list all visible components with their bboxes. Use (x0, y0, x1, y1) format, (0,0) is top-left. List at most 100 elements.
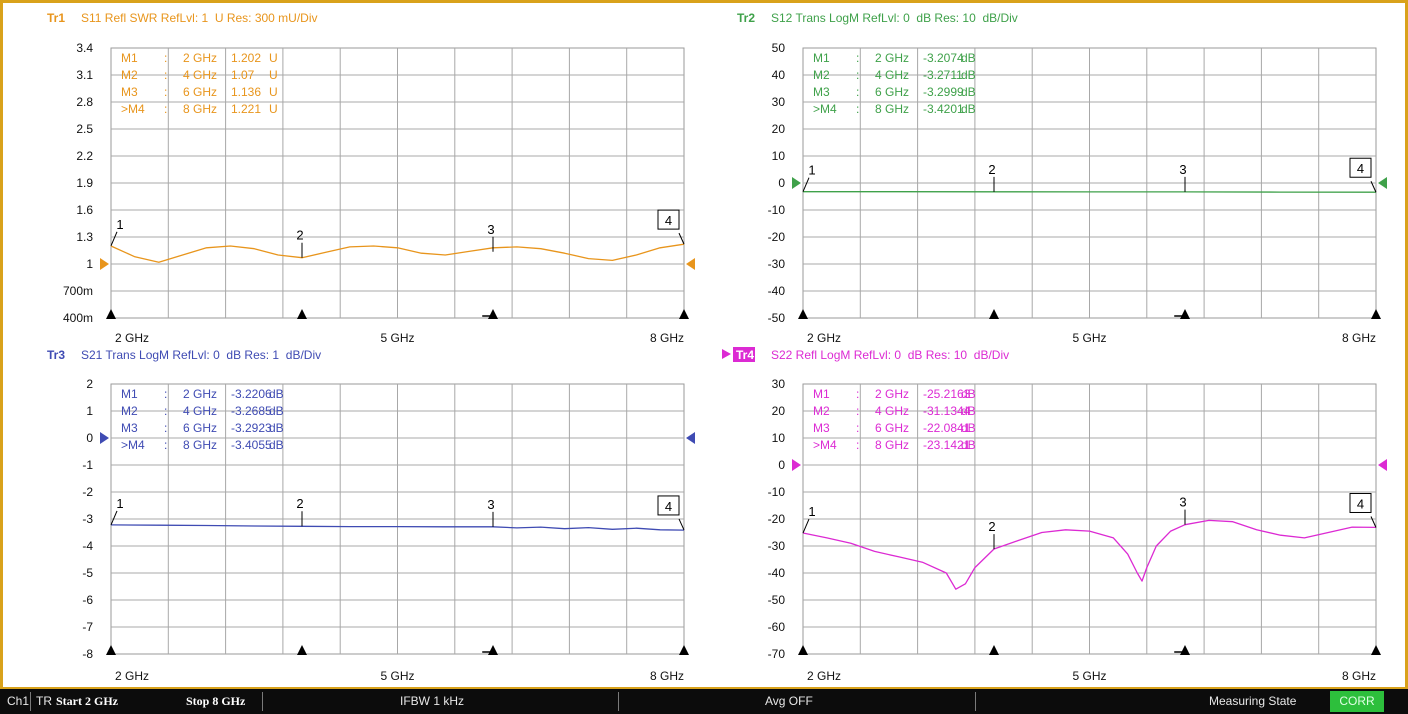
active-trace-badge (733, 347, 755, 362)
mode-label[interactable]: TR (36, 694, 52, 708)
marker-position-icon[interactable] (798, 645, 808, 655)
ref-level-right-icon[interactable] (1378, 177, 1387, 189)
marker-table-cell: : (856, 102, 859, 116)
ref-level-right-icon[interactable] (1378, 459, 1387, 471)
marker-position-icon[interactable] (989, 645, 999, 655)
marker-table-cell: M1 (121, 51, 138, 65)
y-tick-label: 2 (86, 377, 93, 391)
trace-header: S11 Refl SWR RefLvl: 1 U Res: 300 mU/Div (81, 11, 318, 25)
ifbw-label[interactable]: IFBW 1 kHz (400, 694, 465, 708)
marker-table-cell: dB (961, 438, 976, 452)
ref-level-left-icon[interactable] (100, 432, 109, 444)
marker-label: 1 (808, 504, 815, 519)
marker-stem (802, 518, 810, 534)
marker-position-icon[interactable] (679, 645, 689, 655)
marker-table-cell: 2 GHz (875, 387, 909, 401)
x-tick-label: 8 GHz (650, 331, 684, 345)
marker-table-cell: dB (961, 387, 976, 401)
marker-position-icon[interactable] (106, 309, 116, 319)
marker-table-cell: 8 GHz (875, 102, 909, 116)
trace-line-Tr1 (110, 243, 685, 263)
active-trace-arrow-icon (722, 349, 731, 359)
marker-position-icon[interactable] (297, 645, 307, 655)
marker-position-icon[interactable] (1371, 645, 1381, 655)
trace-line-Tr2 (803, 191, 1377, 193)
y-tick-label: -20 (768, 230, 786, 244)
y-tick-label: -40 (768, 284, 786, 298)
x-tick-label: 8 GHz (650, 669, 684, 683)
marker-table-cell: -22.0841 (923, 421, 971, 435)
marker-table-cell: : (164, 387, 167, 401)
channel-label[interactable]: Ch1 (7, 694, 30, 708)
marker-table-cell: -3.2074 (923, 51, 964, 65)
marker-position-icon[interactable] (106, 645, 116, 655)
y-tick-label: 3.1 (76, 68, 93, 82)
marker-table-cell: 4 GHz (183, 404, 217, 418)
trace-line-Tr4 (802, 519, 1377, 590)
active-marker-box[interactable] (1349, 492, 1372, 513)
ref-level-left-icon[interactable] (792, 459, 801, 471)
active-marker-box[interactable] (657, 495, 680, 516)
marker-position-icon[interactable] (679, 309, 689, 319)
y-tick-label: -1 (82, 458, 93, 472)
averaging-label[interactable]: Avg OFF (765, 694, 813, 708)
y-tick-label: -40 (768, 566, 786, 580)
y-tick-label: 2.5 (76, 122, 93, 136)
x-tick-label: 5 GHz (1072, 669, 1106, 683)
marker-table-cell: U (269, 102, 278, 116)
marker-table-cell: U (269, 51, 278, 65)
x-tick-label: 2 GHz (115, 669, 149, 683)
marker-table-cell: 1.07 (231, 68, 255, 82)
marker-position-icon[interactable] (798, 309, 808, 319)
plot-area: Tr1 S11 Refl SWR RefLvl: 1 U Res: 300 mU/… (47, 11, 1387, 683)
correction-badge[interactable]: CORR (1330, 691, 1384, 712)
marker-label: 4 (1357, 161, 1364, 176)
y-tick-label: -8 (82, 647, 93, 661)
y-tick-label: 2.2 (76, 149, 93, 163)
marker-position-icon[interactable] (989, 309, 999, 319)
stop-frequency[interactable]: Stop 8 GHz (186, 694, 246, 708)
trace-header: S22 Refl LogM RefLvl: 0 dB Res: 10 dB/Di… (771, 348, 1009, 362)
active-marker-box[interactable] (657, 209, 680, 230)
marker-table-cell: M2 (121, 404, 138, 418)
ref-level-right-icon[interactable] (686, 432, 695, 444)
marker-table-cell: 1.136 (231, 85, 261, 99)
marker-table-cell: dB (961, 51, 976, 65)
marker-table-cell: -3.4201 (923, 102, 964, 116)
x-tick-label: 8 GHz (1342, 669, 1376, 683)
marker-table-cell: -31.1344 (923, 404, 971, 418)
marker-table-cell: : (856, 68, 859, 82)
y-tick-label: 40 (772, 68, 786, 82)
marker-table-cell: dB (269, 387, 284, 401)
active-marker-box[interactable] (1349, 157, 1372, 178)
ref-level-left-icon[interactable] (792, 177, 801, 189)
y-tick-label: -20 (768, 512, 786, 526)
marker-stem (1370, 516, 1377, 528)
marker-table-cell: : (856, 51, 859, 65)
marker-table-cell: : (164, 404, 167, 418)
marker-table-cell: >M4 (813, 438, 837, 452)
marker-label: 2 (296, 228, 303, 243)
y-tick-label: 30 (772, 377, 786, 391)
ref-level-left-icon[interactable] (100, 258, 109, 270)
marker-table-cell: M1 (121, 387, 138, 401)
marker-table-cell: -25.2163 (923, 387, 971, 401)
marker-table-cell: : (856, 387, 859, 401)
start-frequency[interactable]: Start 2 GHz (56, 694, 118, 708)
marker-position-icon[interactable] (297, 309, 307, 319)
marker-table-cell: M3 (813, 421, 830, 435)
y-tick-label: 30 (772, 95, 786, 109)
marker-table-cell: -3.2711 (923, 68, 963, 82)
marker-position-icon[interactable] (1371, 309, 1381, 319)
x-tick-label: 5 GHz (380, 331, 414, 345)
marker-table-cell: M2 (813, 404, 830, 418)
marker-stem (110, 231, 118, 247)
ref-level-right-icon[interactable] (686, 258, 695, 270)
y-tick-label: 1 (86, 257, 93, 271)
marker-table-cell: -23.1421 (923, 438, 971, 452)
y-tick-label: 2.8 (76, 95, 93, 109)
y-tick-label: 20 (772, 404, 786, 418)
marker-stem (678, 518, 685, 531)
y-tick-label: 0 (778, 176, 785, 190)
marker-stem (1370, 181, 1377, 193)
